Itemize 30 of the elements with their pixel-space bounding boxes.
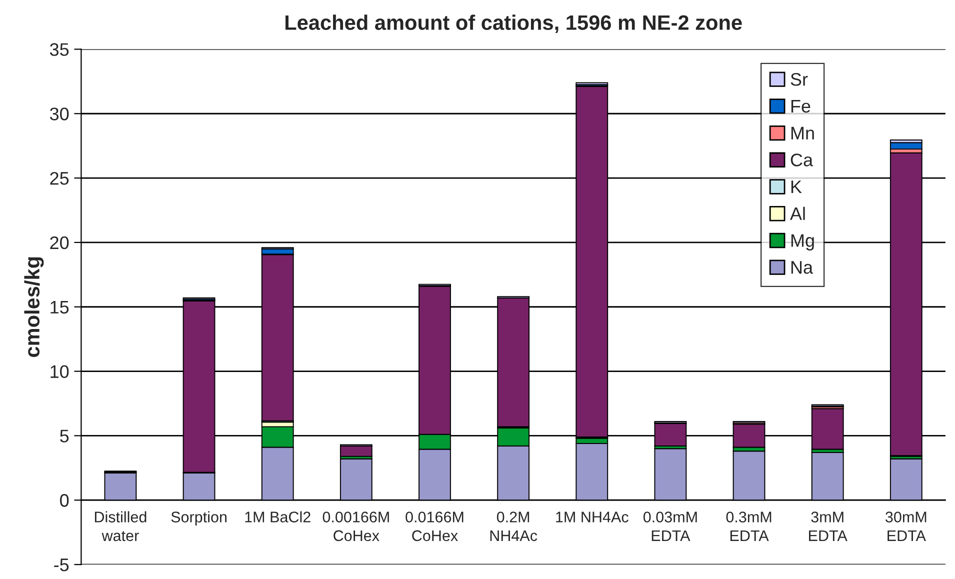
legend-label: Al xyxy=(790,206,805,220)
y-tick-label: 30 xyxy=(50,108,69,120)
legend-label: Na xyxy=(791,261,814,274)
x-tick-label: 3mM EDTA xyxy=(809,512,848,541)
x-tick-label: 0.0166M CoHex xyxy=(406,512,464,542)
legend-label: K xyxy=(791,180,802,194)
y-tick-label: 15 xyxy=(50,300,69,314)
x-tick-label: 1M NH4Ac xyxy=(556,512,628,522)
legend-label: Mn xyxy=(791,126,814,140)
y-tick-label: 35 xyxy=(50,43,69,56)
x-tick-label: Sorption xyxy=(171,511,226,526)
chart-title: Leached amount of cations, 1596 m NE-2 zone xyxy=(286,14,742,33)
x-tick-label: 1M BaCl2 xyxy=(245,511,310,522)
legend-label: Ca xyxy=(790,154,814,166)
x-tick-label: Distilled water xyxy=(94,511,146,542)
y-axis-title: cmoles/kg xyxy=(24,257,44,357)
legend-label: Mg xyxy=(791,234,814,250)
x-tick-label: 0.3mM EDTA xyxy=(726,512,772,541)
x-tick-label: 0.03mM EDTA xyxy=(643,512,697,541)
legend-label: Fe xyxy=(791,100,810,113)
y-tick-label: -5 xyxy=(54,558,69,572)
x-tick-label: 30mM EDTA xyxy=(886,512,926,541)
x-tick-label: 0.2M NH4Ac xyxy=(490,512,538,542)
x-tick-label: 0.00166M CoHex xyxy=(322,512,389,542)
y-tick-label: 20 xyxy=(50,236,69,250)
legend-label: Sr xyxy=(790,72,808,86)
y-tick-label: 5 xyxy=(60,430,69,442)
y-tick-label: 10 xyxy=(50,365,69,378)
y-tick-label: 25 xyxy=(50,172,69,185)
y-tick-label: 0 xyxy=(60,494,69,507)
